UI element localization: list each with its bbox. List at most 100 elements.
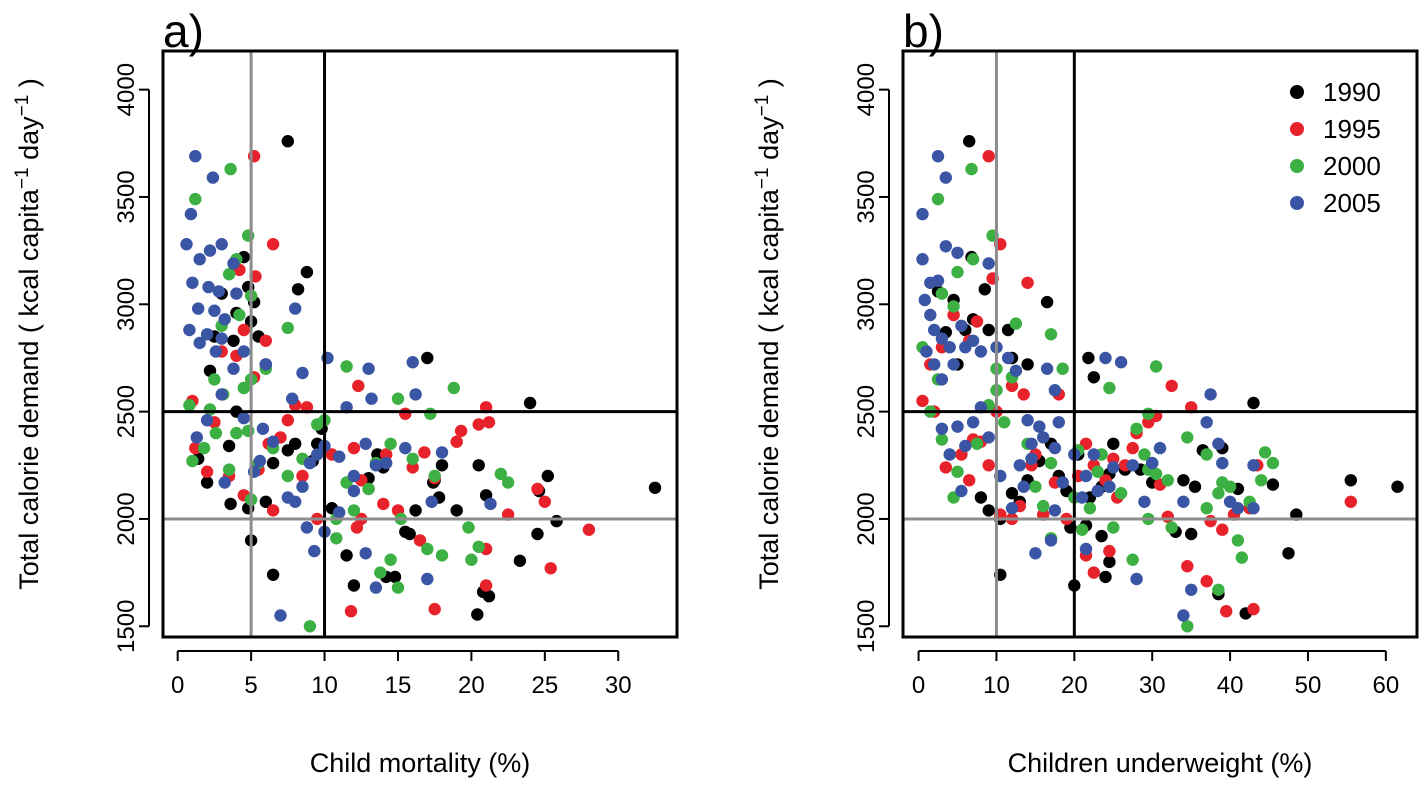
point-1990 bbox=[648, 481, 662, 494]
x-axis-title: Children underweight (%) bbox=[1008, 748, 1313, 778]
point-2005 bbox=[1107, 461, 1120, 474]
point-2000 bbox=[1029, 480, 1042, 493]
point-2000 bbox=[1142, 407, 1155, 420]
point-2005 bbox=[203, 244, 217, 257]
point-1995 bbox=[237, 323, 250, 337]
point-2000 bbox=[970, 437, 984, 450]
point-2005 bbox=[296, 480, 309, 493]
point-2005 bbox=[237, 345, 250, 358]
point-2000 bbox=[1103, 381, 1116, 395]
point-2005 bbox=[208, 304, 221, 317]
point-2005 bbox=[333, 506, 346, 519]
point-2005 bbox=[333, 450, 346, 463]
point-2005 bbox=[286, 392, 299, 405]
y-tick-label: 1500 bbox=[853, 600, 880, 653]
point-2005 bbox=[931, 274, 945, 287]
point-2000 bbox=[501, 476, 515, 489]
point-2000 bbox=[1044, 456, 1058, 470]
point-2005 bbox=[935, 422, 949, 435]
point-1995 bbox=[454, 424, 468, 438]
point-1995 bbox=[544, 562, 557, 575]
point-2005 bbox=[193, 336, 206, 350]
point-1990 bbox=[982, 504, 995, 517]
series-1995 bbox=[916, 150, 1358, 618]
point-2000 bbox=[472, 540, 485, 553]
point-2005 bbox=[1146, 456, 1159, 470]
y-tick-label: 2000 bbox=[853, 492, 880, 545]
series-2000 bbox=[183, 162, 515, 633]
point-1995 bbox=[418, 446, 431, 459]
point-2000 bbox=[951, 465, 964, 478]
point-2005 bbox=[1091, 484, 1104, 498]
point-2005 bbox=[1216, 456, 1229, 470]
y-axis-title-mid: day bbox=[14, 116, 44, 168]
point-1995 bbox=[377, 497, 390, 511]
point-2000 bbox=[222, 463, 236, 476]
legend-marker-2005 bbox=[1290, 196, 1304, 210]
point-2005 bbox=[982, 431, 995, 444]
panel-label: b) bbox=[903, 5, 944, 57]
point-2005 bbox=[928, 358, 941, 371]
point-1995 bbox=[380, 448, 393, 461]
point-2005 bbox=[1079, 542, 1093, 556]
point-2000 bbox=[1130, 422, 1143, 435]
point-2005 bbox=[928, 323, 941, 337]
point-2005 bbox=[1099, 351, 1112, 365]
point-1990 bbox=[227, 334, 240, 347]
point-2005 bbox=[931, 150, 945, 163]
point-2000 bbox=[935, 287, 949, 300]
y-tick-label: 2500 bbox=[113, 385, 140, 438]
point-1990 bbox=[482, 590, 496, 603]
point-1995 bbox=[1247, 602, 1260, 616]
point-2000 bbox=[237, 381, 250, 395]
point-2005 bbox=[1033, 420, 1046, 433]
point-2005 bbox=[1052, 416, 1066, 429]
point-1990 bbox=[1107, 437, 1120, 450]
point-2005 bbox=[200, 328, 214, 341]
y-axis-title-main: Total calorie demand ( kcal capita bbox=[14, 188, 44, 590]
point-2005 bbox=[1185, 583, 1198, 596]
point-2005 bbox=[974, 345, 988, 358]
point-1995 bbox=[482, 416, 496, 429]
point-2000 bbox=[1212, 487, 1225, 500]
point-2005 bbox=[296, 366, 309, 380]
point-2005 bbox=[1037, 431, 1050, 444]
x-tick-label: 20 bbox=[1061, 672, 1088, 699]
plot-frame bbox=[901, 49, 1419, 639]
point-2005 bbox=[1048, 504, 1062, 517]
y-axis: 1500 2000 2500 3000 3500 4000 bbox=[113, 63, 150, 653]
point-1995 bbox=[939, 461, 952, 474]
point-2005 bbox=[966, 416, 980, 429]
point-2000 bbox=[1126, 553, 1139, 566]
point-1995 bbox=[189, 441, 202, 455]
point-2005 bbox=[365, 392, 378, 405]
panel-a: 0 5 10 15 20 25 30 Child mortality (%) 1500 2000 2… bbox=[12, 5, 679, 778]
point-1990 bbox=[200, 476, 214, 489]
point-1995 bbox=[531, 482, 544, 496]
point-1990 bbox=[1005, 487, 1019, 500]
point-1990 bbox=[1095, 529, 1108, 543]
y-axis-title-mid: day bbox=[754, 116, 784, 168]
point-2000 bbox=[1056, 362, 1069, 375]
point-2005 bbox=[1017, 480, 1030, 493]
point-1995 bbox=[982, 459, 995, 472]
point-2005 bbox=[237, 411, 250, 425]
legend-marker-1990 bbox=[1290, 85, 1304, 99]
point-1995 bbox=[399, 407, 412, 420]
point-2005 bbox=[1048, 384, 1062, 397]
panel-b: 0 10 20 30 40 50 60 Children underweight (%) 150… bbox=[752, 5, 1419, 778]
point-2005 bbox=[484, 497, 497, 511]
x-tick-label: 30 bbox=[1139, 672, 1166, 699]
point-1990 bbox=[347, 579, 361, 592]
point-1995 bbox=[472, 418, 485, 431]
series-2000 bbox=[916, 162, 1280, 633]
point-1995 bbox=[1103, 544, 1116, 558]
point-1990 bbox=[1082, 351, 1095, 365]
point-2000 bbox=[391, 581, 405, 594]
point-2005 bbox=[281, 491, 294, 504]
point-1995 bbox=[1126, 441, 1139, 455]
point-2005 bbox=[1075, 491, 1089, 504]
point-2000 bbox=[1235, 551, 1249, 564]
y-axis-title-end: ) bbox=[754, 78, 784, 95]
point-2005 bbox=[939, 171, 952, 184]
